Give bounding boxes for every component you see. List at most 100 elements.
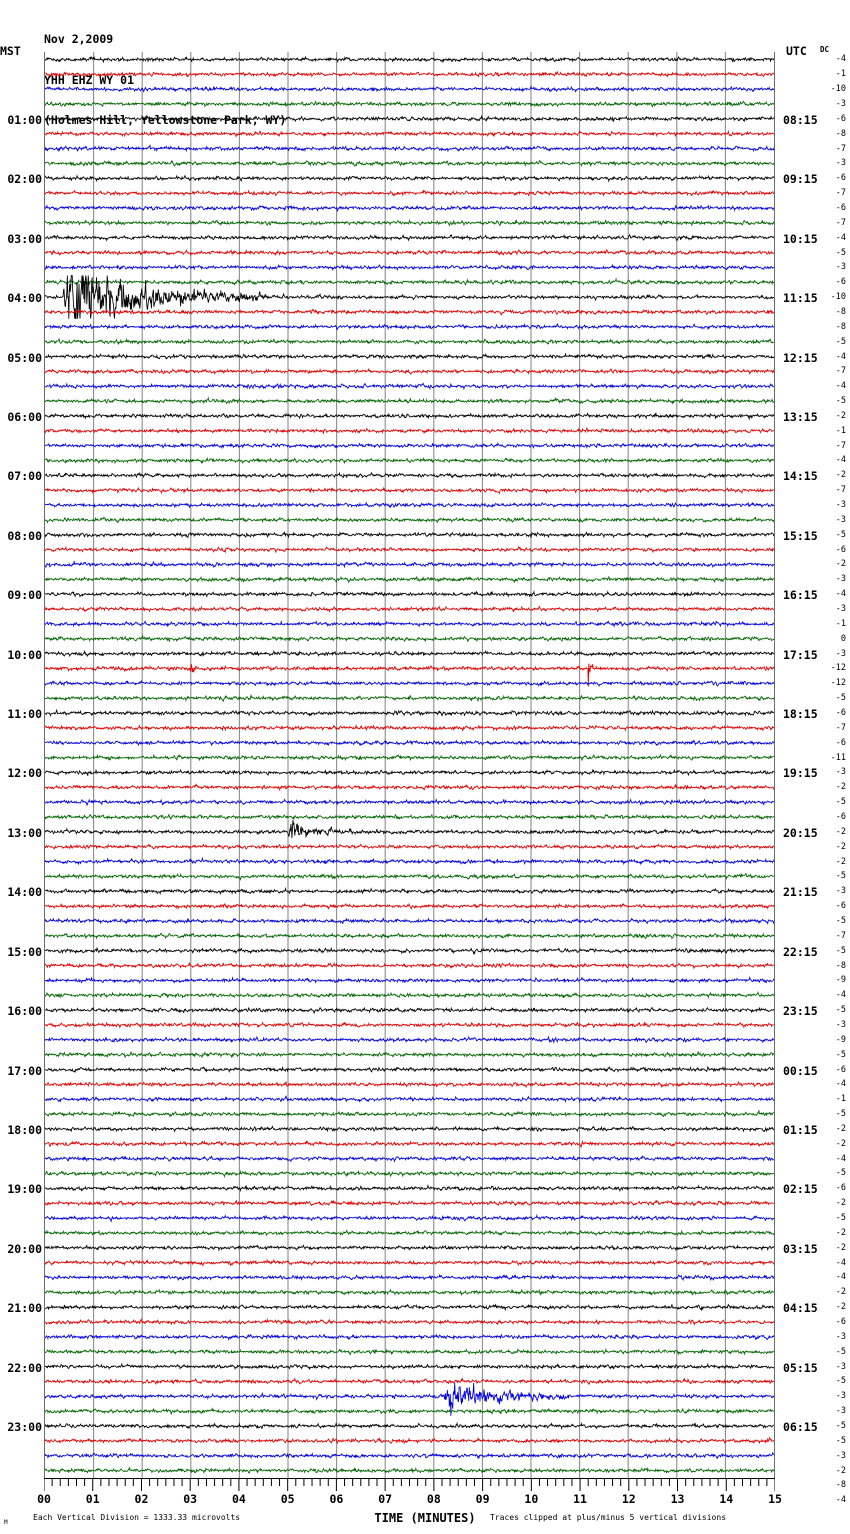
trace-line [45,516,774,524]
trace-line [45,1021,774,1029]
dc-value: -2 [835,1465,846,1476]
trace-line [45,352,774,361]
dc-value: -3 [835,886,846,897]
dc-value: -5 [835,396,846,407]
trace-line [45,738,774,747]
trace-line [45,1199,774,1207]
trace-line [45,85,774,93]
mst-hour-label: 03:00 [7,231,42,246]
trace-line [45,820,774,839]
trace-line [45,1125,774,1133]
utc-hour-label: 10:15 [783,231,818,246]
dc-value: -2 [835,826,846,837]
trace-line [45,1065,774,1074]
trace-line [45,263,774,272]
dc-value: -3 [835,1391,846,1402]
trace-line [45,308,774,316]
dc-value: -3 [835,1019,846,1030]
dc-value: -2 [835,1302,846,1313]
dc-value: -4 [835,1495,846,1506]
dc-value: -7 [835,440,846,451]
dc-value: -3 [835,98,846,109]
trace-line [45,189,774,197]
dc-value: -4 [835,1079,846,1090]
x-tick-label: 05 [280,1492,295,1506]
mst-hour-label: 14:00 [7,885,42,900]
trace-line [45,902,774,911]
trace-line [45,174,774,183]
trace-line [45,441,774,450]
dc-value: -2 [835,782,846,793]
trace-line [45,501,774,509]
x-tick-label: 12 [621,1492,636,1506]
dc-value: -3 [835,262,846,273]
trace-line [45,768,774,777]
utc-hour-label: 02:15 [783,1182,818,1197]
trace-line [45,367,774,375]
mst-hour-label: 08:00 [7,528,42,543]
trace-line [45,605,774,613]
mst-hour-label: 21:00 [7,1301,42,1316]
dc-value: -5 [835,1168,846,1179]
trace-line [45,575,774,584]
dc-value: -6 [835,173,846,184]
utc-hour-label: 15:15 [783,528,818,543]
mst-hour-label: 23:00 [7,1420,42,1434]
trace-line [45,708,774,717]
trace-line [45,277,774,287]
x-tick-label: 04 [231,1492,246,1506]
trace-line [45,843,774,851]
helicorder-plot[interactable] [44,52,775,1478]
utc-hour-label: 11:15 [783,291,818,306]
dc-value: -5 [835,1109,846,1120]
trace-line [45,886,774,896]
dc-value: -4 [835,1272,846,1283]
dc-value: -6 [835,737,846,748]
dc-value: -6 [835,811,846,822]
dc-value: -2 [835,856,846,867]
dc-value: -6 [835,1183,846,1194]
dc-value: -2 [835,841,846,852]
dc-value: -5 [835,1213,846,1224]
dc-value: -8 [835,960,846,971]
dc-value: -5 [835,1346,846,1357]
dc-value: -1 [835,425,846,436]
plot-gridlines [93,52,726,1478]
dc-value: -7 [835,930,846,941]
x-tick-label: 15 [768,1492,782,1506]
dc-value: -8 [835,321,846,332]
dc-value: -5 [835,1376,846,1387]
mst-hour-label: 19:00 [7,1182,42,1197]
trace-line [45,975,774,984]
x-tick-label: 09 [475,1492,490,1506]
dc-value: -4 [835,990,846,1001]
mst-hour-label: 11:00 [7,707,42,721]
utc-hour-label: 23:15 [783,1004,818,1019]
trace-line [45,486,774,495]
trace-line [45,382,774,391]
trace-line [45,1288,774,1297]
trace-line [45,159,774,168]
trace-line [45,1377,774,1386]
trace-line [45,798,774,807]
dc-value: -6 [835,708,846,718]
trace-line [45,1229,774,1237]
trace-line [45,679,774,688]
mst-hour-label: 12:00 [7,766,42,781]
trace-line [45,248,774,257]
trace-line [45,531,774,539]
dc-value: -5 [835,1421,846,1431]
trace-line [45,456,774,465]
trace-line [45,1080,774,1089]
dc-value: -4 [835,1257,846,1268]
trace-line [45,813,774,821]
trace-line [45,1333,774,1342]
trace-line [45,961,774,970]
trace-line [45,143,774,153]
utc-hour-label: 00:15 [783,1063,818,1078]
trace-line [45,916,774,925]
dc-value: -8 [835,1480,846,1491]
dc-value: -7 [835,366,846,377]
utc-hour-label: 06:15 [783,1420,818,1434]
dc-value: -6 [835,1317,846,1328]
